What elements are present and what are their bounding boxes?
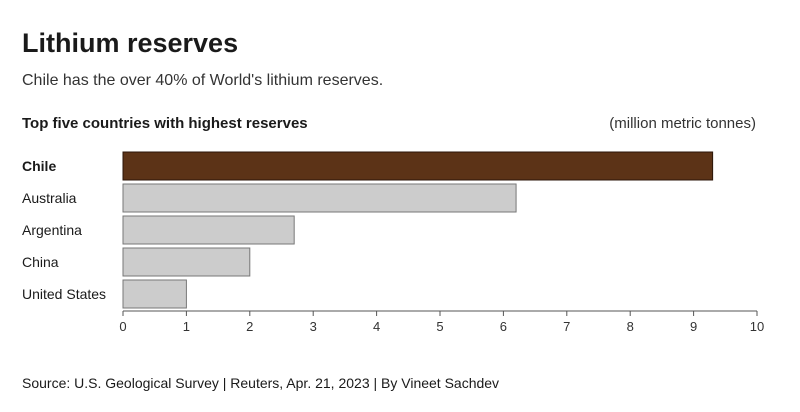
x-tick-label: 5 <box>436 319 443 334</box>
bar-chile <box>122 151 714 181</box>
bar-united-states <box>122 279 187 309</box>
chart-heading: Top five countries with highest reserves <box>22 115 308 132</box>
bar-chart: Chile Australia Argentina China United State… <box>22 151 764 334</box>
x-tick-label: 10 <box>750 319 764 334</box>
x-tick-label: 6 <box>500 319 507 334</box>
bar-australia <box>122 183 517 213</box>
category-label: Argentina <box>22 222 82 238</box>
chart-title: Lithium reserves <box>22 28 239 58</box>
x-tick-label: 4 <box>373 319 380 334</box>
category-label: Chile <box>22 158 56 174</box>
category-label: United States <box>22 286 106 302</box>
bar-china <box>122 247 251 277</box>
x-tick-label: 7 <box>563 319 570 334</box>
x-tick-label: 3 <box>310 319 317 334</box>
x-tick-label: 0 <box>119 319 126 334</box>
x-tick-label: 2 <box>246 319 253 334</box>
x-tick-label: 8 <box>627 319 634 334</box>
bar-argentina <box>122 215 295 245</box>
x-tick-label: 1 <box>183 319 190 334</box>
category-label: Australia <box>22 190 77 206</box>
x-tick-label: 9 <box>690 319 697 334</box>
source-note: Source: U.S. Geological Survey | Reuters… <box>22 375 500 391</box>
chart-subtitle: Chile has the over 40% of World's lithiu… <box>22 72 384 89</box>
category-label: China <box>22 254 59 270</box>
units-label: (million metric tonnes) <box>609 115 756 132</box>
